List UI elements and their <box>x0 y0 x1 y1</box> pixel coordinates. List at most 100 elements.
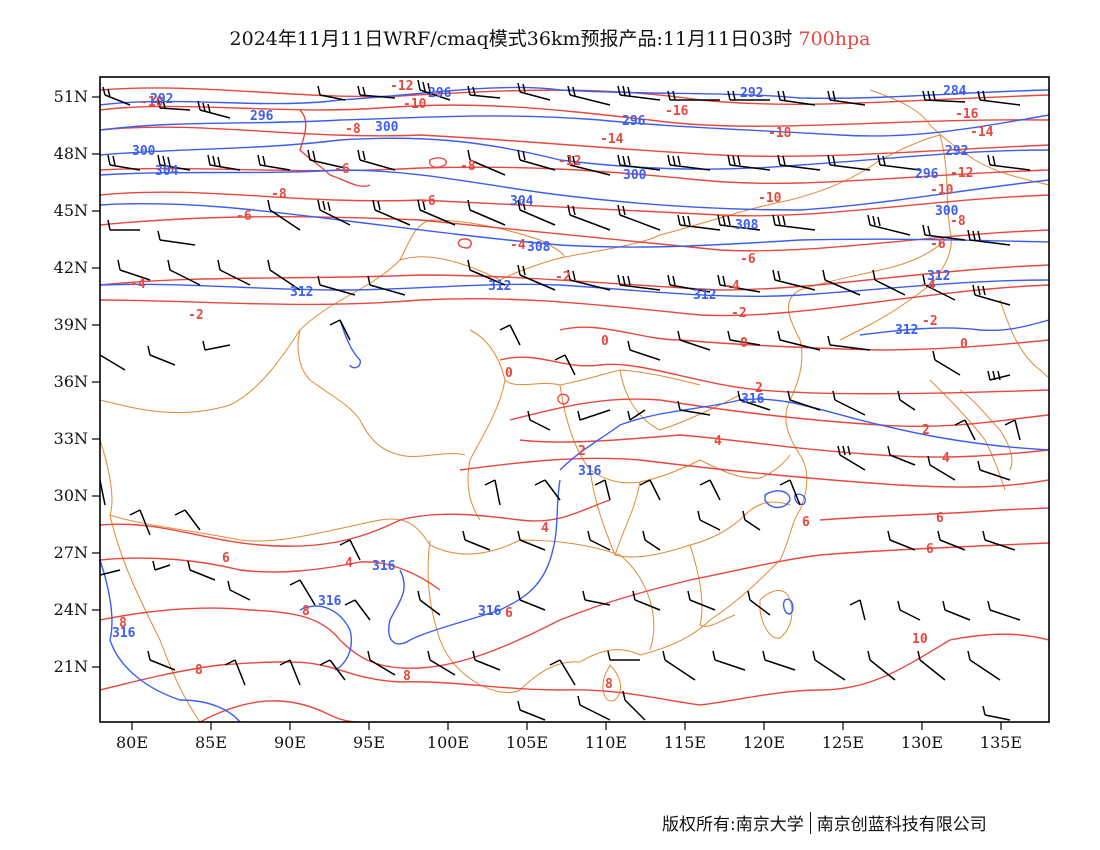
temp-label: 4 <box>942 451 950 466</box>
temp-label: -12 <box>390 79 413 94</box>
height-label: 300 <box>375 120 399 135</box>
lon-label: 130E <box>901 733 943 752</box>
temp-label: 8 <box>605 677 613 692</box>
temp-label: -4 <box>130 277 146 292</box>
lat-label: 45N <box>54 201 88 220</box>
height-label: 308 <box>735 218 759 233</box>
height-label: 316 <box>372 559 396 574</box>
temp-label: 6 <box>505 606 513 621</box>
longitude-axis <box>131 722 1002 730</box>
temp-label: -6 <box>740 252 756 267</box>
temp-label: -12 <box>950 166 973 181</box>
copyright-partner: 南京创蓝科技有限公司 <box>816 815 987 835</box>
temp-label: -8 <box>271 187 287 202</box>
temp-label: -18 <box>768 126 792 141</box>
temp-label: 4 <box>714 434 722 449</box>
height-label: 312 <box>927 269 950 284</box>
lat-label: 48N <box>54 144 88 163</box>
temp-label: -4 <box>724 279 740 294</box>
height-label: 292 <box>150 92 173 107</box>
lat-label: 21N <box>54 657 88 676</box>
chart-title: 2024年11月11日WRF/cmaq模式36km预报产品:11月11日03时 … <box>0 24 1100 51</box>
lat-label: 27N <box>54 543 88 562</box>
temp-label: -2 <box>555 270 571 285</box>
height-label: 296 <box>915 167 939 182</box>
height-label: 296 <box>428 86 452 101</box>
lat-label: 51N <box>54 87 88 106</box>
temp-label: -2 <box>922 314 938 329</box>
temp-label: -8 <box>345 122 361 137</box>
temp-label: 0 <box>505 366 513 381</box>
temp-label: -14 <box>600 132 624 147</box>
height-label: 292 <box>740 86 763 101</box>
lon-label: 135E <box>980 733 1022 752</box>
temp-label: -10 <box>140 95 164 110</box>
temp-label: -14 <box>970 125 994 140</box>
temp-label: 6 <box>222 551 230 566</box>
height-label: 316 <box>318 594 342 609</box>
temp-label: 0 <box>740 336 748 351</box>
temp-label: -8 <box>950 214 966 229</box>
lat-label: 42N <box>54 258 88 277</box>
height-label: 304 <box>510 194 534 209</box>
temp-label: -16 <box>665 104 689 119</box>
temp-label: -12 <box>558 154 581 169</box>
height-label: 316 <box>478 604 502 619</box>
lon-label: 105E <box>506 733 548 752</box>
height-label: 284 <box>943 84 967 99</box>
temp-label: -4 <box>510 238 526 253</box>
height-label: 300 <box>623 168 647 183</box>
boundary-lines <box>100 89 1049 722</box>
temp-label: 2 <box>755 381 763 396</box>
temp-label: -2 <box>188 308 204 323</box>
temp-label: -6 <box>420 194 436 209</box>
temp-label: 2 <box>578 444 586 459</box>
temp-label: -10 <box>758 191 782 206</box>
height-label: 316 <box>112 626 136 641</box>
temp-label: 10 <box>912 632 928 647</box>
height-label: 296 <box>622 114 646 129</box>
lon-label: 85E <box>195 733 227 752</box>
temp-label: 0 <box>960 337 968 352</box>
temp-label: -6 <box>236 209 252 224</box>
title-main: 2024年11月11日WRF/cmaq模式36km预报产品:11月11日03时 <box>229 28 793 50</box>
height-label: 312 <box>488 279 511 294</box>
temp-label: -6 <box>334 162 350 177</box>
lat-label: 36N <box>54 372 88 391</box>
height-label: 312 <box>290 285 313 300</box>
lon-label: 120E <box>743 733 785 752</box>
lon-label: 100E <box>427 733 469 752</box>
lon-label: 125E <box>822 733 864 752</box>
height-label: 316 <box>741 392 765 407</box>
lon-label: 95E <box>353 733 385 752</box>
temp-label: -10 <box>930 183 954 198</box>
temp-label: 6 <box>936 511 944 526</box>
lat-label: 30N <box>54 486 88 505</box>
temp-label: -16 <box>955 107 979 122</box>
temp-label: 4 <box>541 521 549 536</box>
temp-label: 6 <box>926 542 934 557</box>
temp-label: 2 <box>922 423 930 438</box>
height-label: 316 <box>578 464 602 479</box>
height-label: 296 <box>250 109 274 124</box>
lon-label: 110E <box>585 733 627 752</box>
height-labels: 292 296 300 304 308 312 312 316 316 316 … <box>112 84 968 641</box>
copyright-footer: 版权所有:南京大学 南京创蓝科技有限公司 <box>662 810 987 835</box>
title-level: 700hpa <box>798 28 871 50</box>
temp-label: -4 <box>920 278 936 293</box>
temp-label: 6 <box>802 515 810 530</box>
height-label: 304 <box>155 164 179 179</box>
temp-label: 8 <box>403 669 411 684</box>
temp-label: -6 <box>930 237 946 252</box>
copyright-owner: 版权所有:南京大学 <box>662 815 804 835</box>
height-label: 300 <box>132 144 156 159</box>
height-label: 300 <box>935 204 959 219</box>
temp-label: -10 <box>403 97 427 112</box>
temp-label: 0 <box>601 334 609 349</box>
height-label: 312 <box>693 288 716 303</box>
height-contours <box>100 86 1049 722</box>
temp-label: 8 <box>119 616 127 631</box>
temperature-labels: -12 -10 -8 -6 -4 -2 0 2 4 6 8 -10 -18 -1… <box>119 79 994 692</box>
lon-label: 115E <box>664 733 706 752</box>
